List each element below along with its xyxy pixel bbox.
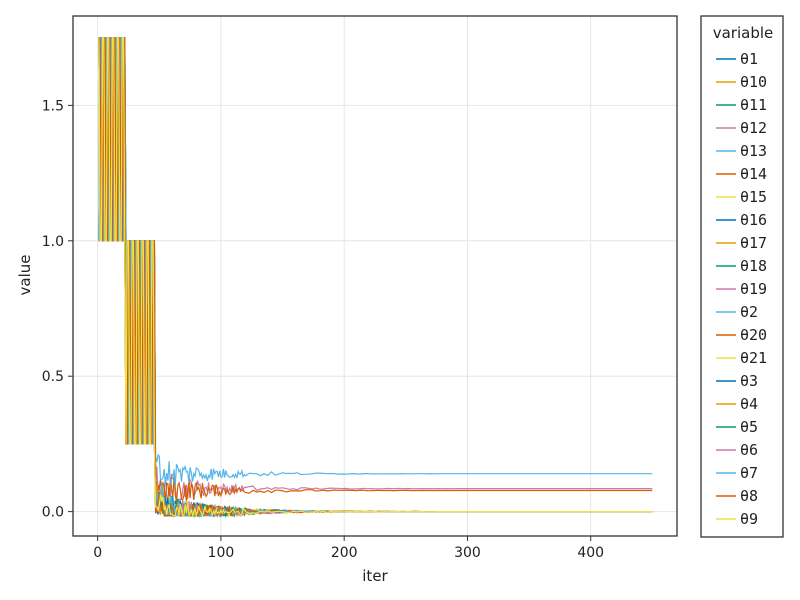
y-tick-label: 1.5 bbox=[42, 98, 64, 114]
legend-label: θ20 bbox=[740, 326, 767, 344]
y-axis-label: value bbox=[16, 255, 34, 296]
x-tick-label: 100 bbox=[208, 545, 235, 561]
legend-label: θ13 bbox=[740, 142, 767, 160]
plot-frame bbox=[72, 15, 678, 537]
x-tick-label: 0 bbox=[93, 545, 102, 561]
legend: variable θ1 θ10 θ11 θ12 θ13 θ14 θ15 θ16 θ17 θ18 θ1… bbox=[700, 15, 784, 538]
plot-area bbox=[73, 16, 677, 536]
legend-label: θ17 bbox=[740, 234, 767, 252]
legend-label: θ10 bbox=[740, 73, 767, 91]
legend-label: θ19 bbox=[740, 280, 767, 298]
legend-label: θ5 bbox=[740, 418, 758, 436]
legend-label: θ16 bbox=[740, 211, 767, 229]
x-axis-ticks: 0 100 200 300 400 bbox=[93, 536, 604, 561]
legend-label: θ7 bbox=[740, 464, 758, 482]
legend-label: θ18 bbox=[740, 257, 767, 275]
legend-label: θ11 bbox=[740, 96, 767, 114]
legend-label: θ8 bbox=[740, 487, 758, 505]
x-tick-label: 400 bbox=[577, 545, 604, 561]
legend-label: θ15 bbox=[740, 188, 767, 206]
y-tick-label: 0.5 bbox=[42, 369, 64, 385]
legend-label: θ12 bbox=[740, 119, 767, 137]
x-tick-label: 200 bbox=[331, 545, 358, 561]
legend-label: θ4 bbox=[740, 395, 758, 413]
legend-label: θ9 bbox=[740, 510, 758, 528]
legend-title: variable bbox=[713, 24, 774, 42]
legend-label: θ14 bbox=[740, 165, 767, 183]
y-tick-label: 1.0 bbox=[42, 234, 64, 250]
x-tick-label: 300 bbox=[454, 545, 481, 561]
legend-label: θ1 bbox=[740, 50, 758, 68]
y-axis-ticks: 0.0 0.5 1.0 1.5 bbox=[42, 98, 73, 521]
series-line bbox=[98, 37, 653, 518]
legend-box bbox=[700, 15, 784, 538]
series-lines bbox=[98, 37, 653, 519]
legend-label: θ3 bbox=[740, 372, 758, 390]
x-axis-label: iter bbox=[362, 567, 388, 585]
y-tick-label: 0.0 bbox=[42, 505, 64, 521]
legend-label: θ21 bbox=[740, 349, 767, 367]
legend-label: θ2 bbox=[740, 303, 758, 321]
legend-label: θ6 bbox=[740, 441, 758, 459]
